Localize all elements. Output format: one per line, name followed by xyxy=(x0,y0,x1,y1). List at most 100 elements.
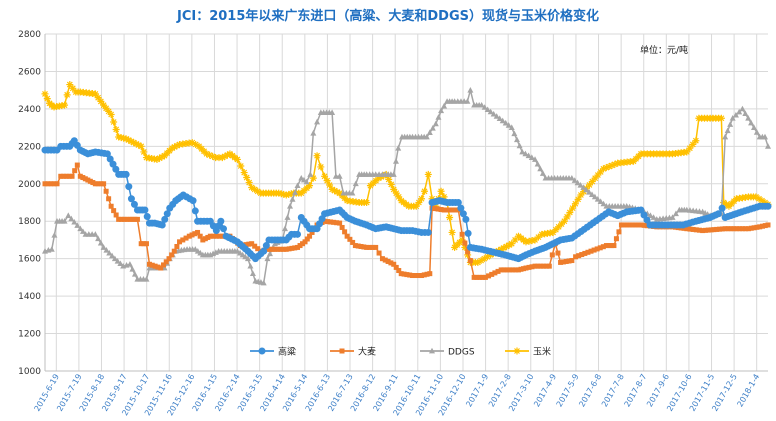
data-point xyxy=(745,115,752,121)
data-point xyxy=(103,188,109,194)
data-point xyxy=(755,195,763,203)
data-point xyxy=(486,273,492,279)
data-point xyxy=(751,225,757,231)
data-point xyxy=(566,208,574,216)
data-point xyxy=(90,180,96,186)
data-point xyxy=(138,241,144,247)
data-point xyxy=(118,216,124,222)
data-point xyxy=(97,239,104,246)
data-point xyxy=(672,210,679,217)
data-point xyxy=(269,246,275,252)
data-point xyxy=(750,124,757,131)
data-point xyxy=(424,228,432,236)
legend-label: 高粱 xyxy=(278,346,296,358)
data-point xyxy=(367,244,373,250)
data-point xyxy=(481,104,488,110)
data-point xyxy=(341,194,349,202)
data-point xyxy=(277,190,285,198)
data-point xyxy=(461,243,469,251)
data-point xyxy=(110,118,118,126)
data-point xyxy=(100,101,108,109)
data-point xyxy=(300,241,306,247)
data-point xyxy=(605,163,613,171)
data-point xyxy=(111,208,117,214)
data-point xyxy=(207,233,213,239)
data-point xyxy=(355,243,361,249)
data-point xyxy=(459,231,465,237)
data-point xyxy=(98,181,104,187)
data-point xyxy=(728,226,734,232)
data-point xyxy=(125,183,133,191)
data-point xyxy=(48,181,54,187)
y-axis: 1000 1200 1400 1600 1800 2000 2200 2400 2600 2800 xyxy=(18,30,41,377)
data-point xyxy=(611,160,619,168)
data-point xyxy=(438,107,445,114)
data-point xyxy=(289,196,296,202)
data-point xyxy=(513,267,519,273)
data-point xyxy=(571,200,579,208)
data-point xyxy=(504,267,510,273)
data-point xyxy=(131,271,138,277)
data-point xyxy=(160,152,168,160)
data-point xyxy=(323,177,331,185)
data-point xyxy=(650,214,657,220)
data-point xyxy=(166,256,172,262)
data-point xyxy=(69,84,77,92)
data-point xyxy=(555,223,563,231)
data-point xyxy=(458,236,466,244)
data-point xyxy=(117,260,124,267)
data-point xyxy=(585,181,593,189)
data-point xyxy=(505,241,513,249)
data-point xyxy=(391,261,397,267)
data-point xyxy=(251,185,259,193)
data-point xyxy=(321,172,329,180)
data-point xyxy=(116,216,122,222)
data-point xyxy=(495,268,501,274)
series-line xyxy=(44,82,769,264)
data-point xyxy=(364,244,370,250)
data-point xyxy=(478,101,485,108)
data-point xyxy=(331,219,337,225)
data-point xyxy=(69,173,75,179)
data-point xyxy=(125,136,133,144)
data-point xyxy=(66,173,72,179)
data-point xyxy=(61,173,67,179)
data-point xyxy=(146,261,152,267)
data-point xyxy=(745,226,751,232)
data-point xyxy=(597,168,605,176)
data-point xyxy=(111,255,118,262)
data-point xyxy=(453,241,461,249)
data-point xyxy=(266,250,273,257)
data-point xyxy=(379,256,385,262)
data-point xyxy=(210,233,216,239)
data-point xyxy=(586,189,593,195)
data-point xyxy=(392,189,400,197)
data-point xyxy=(555,250,561,256)
y-tick-label: 2200 xyxy=(18,142,41,152)
data-point xyxy=(358,243,364,249)
data-point xyxy=(108,203,114,209)
series-line xyxy=(44,90,769,284)
data-point xyxy=(158,265,164,271)
data-point xyxy=(537,165,544,172)
legend-swatch-marker xyxy=(339,348,345,354)
data-point xyxy=(532,263,538,269)
data-point xyxy=(295,244,301,250)
data-point xyxy=(579,252,585,258)
data-point xyxy=(591,193,598,200)
data-point xyxy=(465,249,471,255)
data-point xyxy=(392,158,399,164)
data-point xyxy=(594,246,600,252)
data-point xyxy=(171,248,177,254)
data-point xyxy=(91,90,99,98)
data-point xyxy=(457,204,465,212)
data-point xyxy=(632,222,638,228)
data-point xyxy=(141,206,149,214)
data-point xyxy=(155,154,163,162)
data-point xyxy=(588,178,596,186)
data-point xyxy=(166,147,174,155)
data-point xyxy=(205,234,211,240)
data-point xyxy=(352,243,358,249)
data-point xyxy=(294,182,301,189)
legend-label: 玉米 xyxy=(533,346,551,358)
